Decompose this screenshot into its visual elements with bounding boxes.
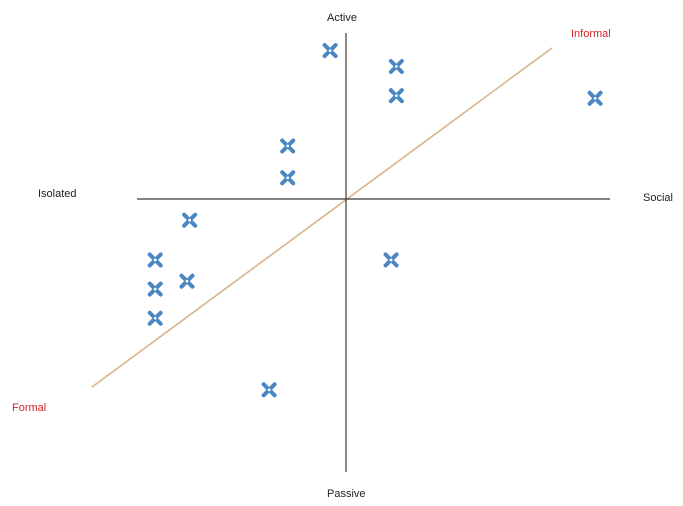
diagonal-label-informal: Informal <box>571 28 611 40</box>
formal-informal-diagonal <box>91 47 553 388</box>
data-point-4 <box>587 90 603 106</box>
data-point-2 <box>388 59 404 74</box>
data-point-6 <box>280 170 296 186</box>
data-point-5 <box>280 138 296 154</box>
data-point-9 <box>179 273 195 289</box>
data-point-12 <box>383 252 399 268</box>
axis-label-active: Active <box>327 12 357 24</box>
data-point-7 <box>182 212 198 228</box>
data-point-10 <box>147 281 163 297</box>
data-point-3 <box>388 88 404 104</box>
diagonal-label-formal: Formal <box>12 402 47 414</box>
axis-label-passive: Passive <box>327 488 366 500</box>
data-point-8 <box>147 252 163 268</box>
data-markers <box>147 43 603 398</box>
axis-label-social: Social <box>643 192 673 204</box>
data-point-1 <box>322 43 338 59</box>
data-point-11 <box>147 310 163 326</box>
data-point-13 <box>261 382 277 398</box>
axis-label-isolated: Isolated <box>38 188 77 200</box>
